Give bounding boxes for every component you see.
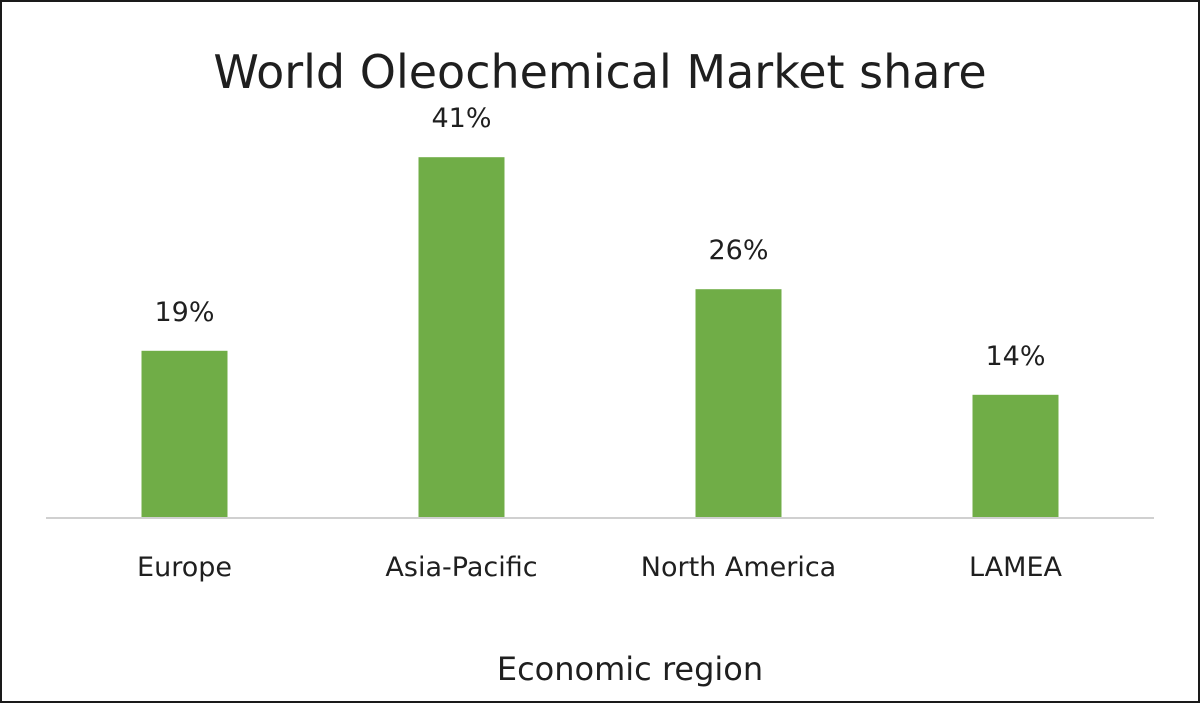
bar-lamea	[972, 394, 1059, 518]
x-axis-title: Economic region	[497, 650, 763, 688]
value-label: 41%	[431, 103, 491, 134]
x-tick-labels: Europe Asia-Pacific North America LAMEA	[137, 552, 1062, 583]
chart-title: World Oleochemical Market share	[213, 45, 986, 99]
bar-europe	[141, 350, 228, 518]
x-tick-label: North America	[641, 552, 836, 583]
x-tick-label: Europe	[137, 552, 232, 583]
bar-asia-pacific	[418, 157, 505, 518]
value-labels: 19% 41% 26% 14%	[154, 103, 1045, 372]
value-label: 14%	[985, 341, 1045, 372]
bar-group	[141, 157, 1059, 518]
x-tick-label: LAMEA	[969, 552, 1062, 583]
value-label: 19%	[154, 297, 214, 328]
x-tick-label: Asia-Pacific	[385, 552, 537, 583]
value-label: 26%	[708, 235, 768, 266]
bar-north-america	[695, 289, 782, 518]
